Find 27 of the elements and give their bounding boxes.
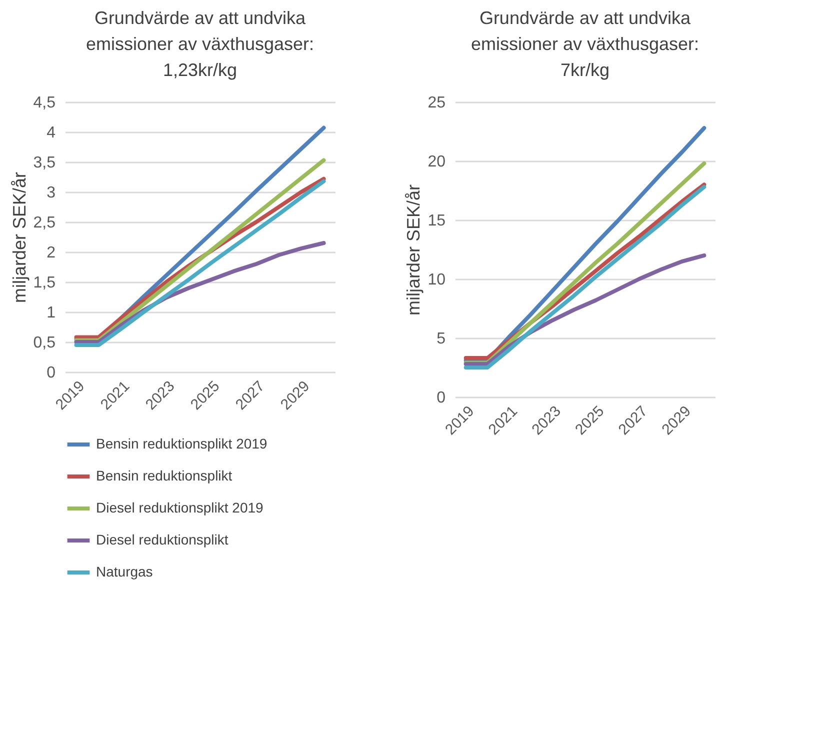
legend-label: Bensin reduktionsplikt [96, 468, 232, 484]
y-axis-title: miljarder SEK/år [404, 184, 424, 316]
y-axis-title: miljarder SEK/år [9, 172, 30, 304]
y-tick-label: 1 [46, 304, 56, 322]
y-tick-label: 25 [428, 94, 446, 112]
legend-label: Diesel reduktionsplikt 2019 [96, 500, 264, 516]
y-tick-label: 4 [46, 124, 56, 142]
y-tick-label: 2 [46, 244, 56, 262]
y-tick-label: 2,5 [33, 214, 56, 232]
legend-label: Naturgas [96, 564, 153, 580]
y-tick-label: 0 [436, 390, 446, 406]
legend-label: Diesel reduktionsplikt [96, 532, 228, 548]
y-tick-label: 3 [46, 184, 56, 202]
line-series [464, 253, 706, 366]
y-tick-label: 0,5 [33, 334, 56, 352]
y-tick-label: 5 [436, 330, 446, 348]
y-tick-label: 15 [428, 212, 446, 230]
y-tick-label: 1,5 [33, 274, 56, 292]
y-tick-label: 0 [46, 364, 56, 382]
legend-label: Bensin reduktionsplikt 2019 [96, 436, 268, 452]
y-tick-label: 20 [428, 154, 446, 170]
y-tick-label: 4,5 [33, 94, 56, 112]
line-series [464, 126, 706, 362]
y-tick-label: 3,5 [33, 154, 56, 172]
chart-title: Grundvärde av att undvika emissioner av växthusgaser: 7kr/kg [470, 8, 700, 80]
chart-title: Grundvärde av att undvika emissioner av växthusgaser: 1,23kr/kg [86, 8, 314, 80]
y-tick-label: 10 [428, 272, 446, 288]
